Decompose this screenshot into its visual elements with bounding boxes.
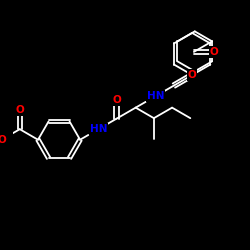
Text: O: O [112, 95, 121, 105]
Text: O: O [16, 105, 24, 115]
Text: O: O [210, 47, 218, 57]
Text: HN: HN [90, 124, 107, 134]
Text: O: O [0, 135, 6, 145]
Text: HN: HN [147, 91, 164, 101]
Text: O: O [188, 70, 196, 80]
